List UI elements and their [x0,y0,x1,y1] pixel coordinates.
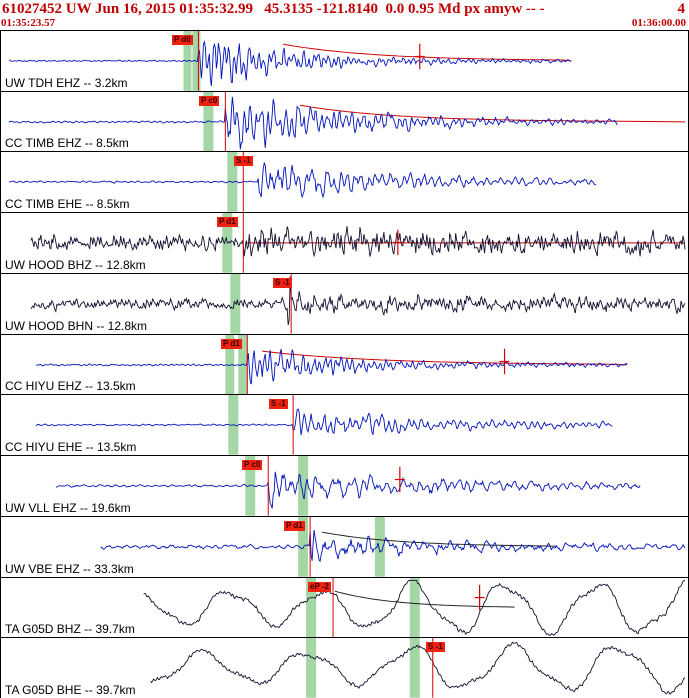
phase-pick-flag[interactable]: P c0 [242,460,263,471]
pick-window-band [306,577,317,638]
pick-window-band [203,91,214,152]
pick-window-band [374,516,385,577]
phase-pick-flag[interactable]: S -1 [269,399,288,410]
pick-window-band [298,456,309,516]
trace-row[interactable]: P c0 CC TIMB EHZ -- 8.5km [1,91,688,153]
event-summary-text: 61027452 UW Jun 16, 2015 01:35:32.99 45.… [2,1,545,17]
trace-label: CC HIYU EHZ -- 13.5km [5,379,136,394]
window-end-time: 01:36:00.00 [631,17,686,29]
phase-pick-flag[interactable]: P d0 [172,35,193,45]
pick-window-band [245,456,256,516]
pick-window-band [306,638,317,698]
event-header: 61027452 UW Jun 16, 2015 01:35:32.99 45.… [0,0,689,18]
waveform-plot [8,91,686,152]
seismogram-trace [35,348,628,384]
waveform-plot [143,577,686,638]
coda-decay-curve [334,590,515,608]
trace-label: CC TIMB EHZ -- 8.5km [5,136,129,151]
trace-panel-list: P d0 UW TDH EHZ -- 3.2km P c0 CC TIMB EHZ -… [0,30,689,698]
waveform-plot [100,516,686,577]
trace-row[interactable]: eP -2 TA G05D BHZ -- 39.7km [1,577,688,639]
trace-label: UW TDH EHZ -- 3.2km [5,75,128,90]
trace-row[interactable]: S -1 CC TIMB EHE -- 8.5km [1,152,688,214]
phase-pick-flag[interactable]: eP -2 [308,581,331,592]
seismogram-trace [8,162,597,200]
trace-label: UW HOOD BHN -- 12.8km [5,318,148,333]
phase-pick-flag[interactable]: P d1 [284,520,305,531]
phase-pick-flag[interactable]: P d1 [221,338,242,349]
phase-pick-flag[interactable]: P d1 [217,217,238,228]
pick-window-band [298,516,309,577]
seismogram-trace [143,579,686,636]
pick-window-band [238,334,248,395]
trace-row[interactable]: S -1 TA G05D BHE -- 39.7km [1,638,688,698]
seismogram-trace [30,226,686,258]
phase-pick-flag[interactable]: S -1 [426,642,445,653]
pick-window-band [409,577,420,638]
waveform-plot [30,213,686,273]
trace-row[interactable]: P d1 UW VBE EHZ -- 33.3km [1,516,688,578]
waveform-plot [35,395,613,456]
seismogram-trace [55,471,641,509]
pick-window-band [230,273,241,334]
seismogram-trace [100,529,686,563]
trace-label: CC HIYU EHE -- 13.5km [5,440,137,455]
window-start-time: 01:35:23.57 [1,17,56,29]
coda-decay-curve [283,43,572,62]
trace-row[interactable]: P d1 UW HOOD BHZ -- 12.8km [1,213,688,274]
trace-label: CC TIMB EHE -- 8.5km [5,197,130,212]
trace-row[interactable]: P c0 UW VLL EHZ -- 19.6km [1,456,688,517]
time-axis-bar: 01:35:23.57 01:36:00.00 [0,17,689,30]
seismogram-trace [35,408,613,436]
trace-row[interactable]: S -1 UW HOOD BHN -- 12.8km [1,273,688,335]
waveform-plot [8,31,572,91]
seismogram-trace [30,276,686,326]
seismogram-trace [8,40,572,86]
seismogram-trace [150,641,686,696]
trace-label: TA G05D BHE -- 39.7km [5,683,136,698]
trace-label: TA G05D BHZ -- 39.7km [5,622,135,637]
waveform-plot [35,334,628,395]
trace-row[interactable]: P d1 CC HIYU EHZ -- 13.5km [1,334,688,396]
phase-pick-flag[interactable]: S -1 [234,156,253,167]
trace-row[interactable]: P d0 UW TDH EHZ -- 3.2km [1,31,688,92]
coda-decay-curve [262,350,628,366]
trace-row[interactable]: S -1 CC HIYU EHE -- 13.5km [1,395,688,457]
coda-decay-curve [321,531,558,547]
waveform-plot [55,456,641,516]
trace-label: UW HOOD BHZ -- 12.8km [5,257,146,272]
phase-pick-flag[interactable]: S -1 [273,277,292,288]
trace-label: UW VLL EHZ -- 19.6km [5,500,131,515]
trace-label: UW VBE EHZ -- 33.3km [5,561,134,576]
seismogram-trace [8,96,618,150]
trace-page-count: 4 [677,1,686,17]
pick-window-band [409,638,420,698]
phase-pick-flag[interactable]: P c0 [199,95,220,106]
